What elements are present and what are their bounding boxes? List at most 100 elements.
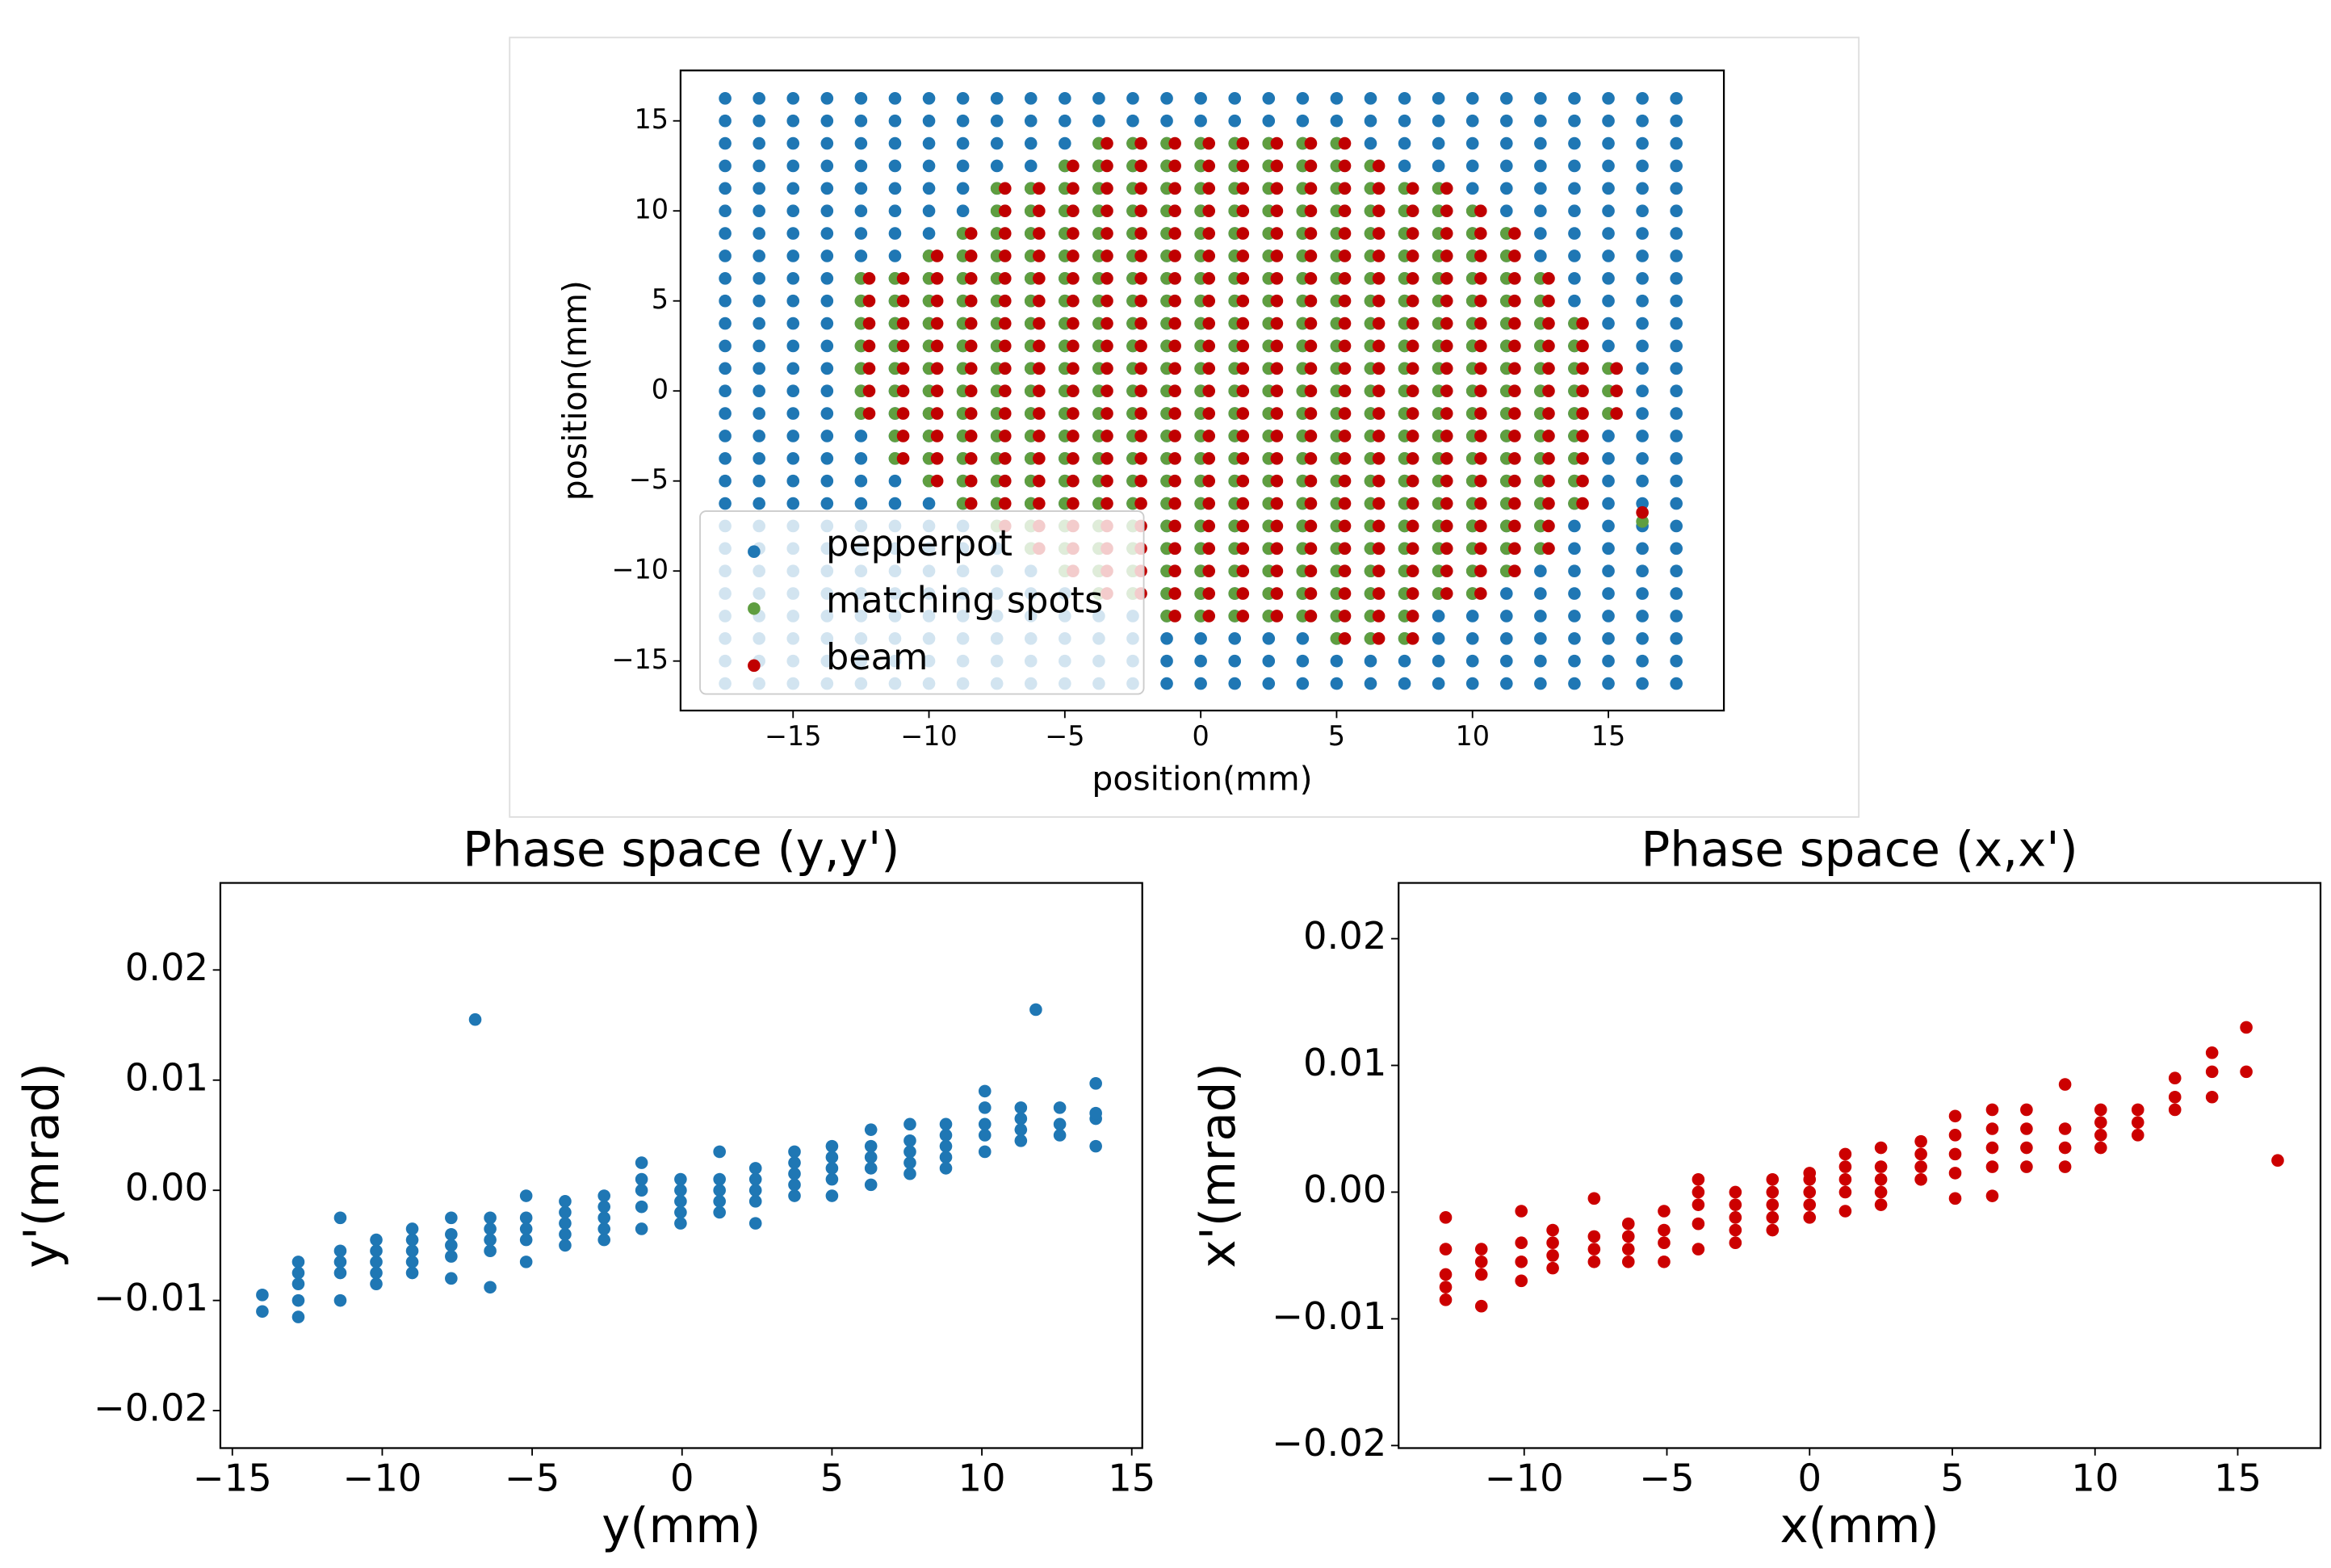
point bbox=[998, 497, 1012, 510]
point bbox=[1568, 677, 1581, 690]
point bbox=[559, 1195, 572, 1208]
point bbox=[820, 430, 834, 442]
point bbox=[1670, 204, 1683, 217]
point bbox=[1766, 1172, 1780, 1186]
point bbox=[1270, 452, 1284, 465]
point bbox=[1134, 182, 1147, 195]
point bbox=[1168, 430, 1181, 442]
point bbox=[896, 362, 910, 375]
point bbox=[713, 1172, 726, 1186]
point bbox=[719, 92, 732, 105]
point bbox=[1587, 1192, 1601, 1205]
point bbox=[719, 182, 732, 195]
point bbox=[888, 227, 902, 240]
point bbox=[1304, 430, 1318, 442]
point bbox=[1101, 497, 1113, 510]
point bbox=[1372, 452, 1386, 465]
x-axis-label: position(mm) bbox=[1092, 759, 1312, 798]
point bbox=[854, 474, 868, 488]
point bbox=[786, 182, 800, 195]
point bbox=[1610, 407, 1623, 420]
point bbox=[1228, 92, 1242, 105]
point bbox=[753, 114, 765, 128]
point bbox=[1602, 430, 1615, 442]
point bbox=[1372, 587, 1386, 600]
point bbox=[1194, 677, 1207, 690]
point bbox=[862, 407, 876, 420]
point bbox=[896, 452, 910, 465]
point bbox=[405, 1233, 419, 1247]
point bbox=[1474, 542, 1487, 556]
point bbox=[1474, 384, 1487, 397]
point bbox=[1587, 1255, 1601, 1268]
point bbox=[1874, 1185, 1888, 1199]
point bbox=[1236, 159, 1250, 173]
point bbox=[1692, 1172, 1705, 1186]
point bbox=[1296, 92, 1310, 105]
y-tick-label: −0.01 bbox=[1272, 1294, 1386, 1338]
plot-frame bbox=[1398, 882, 2322, 1449]
point bbox=[862, 317, 876, 330]
x-tick-label: −10 bbox=[900, 720, 958, 752]
point bbox=[1692, 1185, 1705, 1199]
x-tick-label: −5 bbox=[1045, 720, 1084, 752]
point bbox=[1406, 519, 1419, 533]
point bbox=[1101, 227, 1113, 240]
point bbox=[990, 136, 1004, 150]
point bbox=[1568, 542, 1581, 556]
point bbox=[1440, 249, 1453, 262]
point bbox=[1160, 654, 1173, 668]
point bbox=[1270, 362, 1284, 375]
point bbox=[1576, 317, 1589, 330]
point bbox=[1670, 430, 1683, 442]
point bbox=[1270, 136, 1284, 150]
point bbox=[1236, 339, 1250, 353]
point bbox=[922, 136, 936, 150]
point bbox=[1330, 114, 1344, 128]
point bbox=[862, 339, 876, 353]
point bbox=[1440, 384, 1453, 397]
point bbox=[753, 227, 765, 240]
point bbox=[820, 114, 834, 128]
point bbox=[1270, 339, 1284, 353]
point bbox=[370, 1277, 383, 1290]
point bbox=[1508, 249, 1521, 262]
point bbox=[1067, 294, 1080, 308]
point bbox=[888, 159, 902, 173]
point bbox=[888, 136, 902, 150]
point bbox=[1202, 542, 1216, 556]
point bbox=[291, 1310, 305, 1323]
point bbox=[1670, 452, 1683, 465]
point bbox=[1602, 272, 1615, 285]
point bbox=[1542, 317, 1555, 330]
point bbox=[820, 362, 834, 375]
point bbox=[1262, 677, 1276, 690]
point bbox=[1465, 159, 1479, 173]
point bbox=[1330, 677, 1344, 690]
point bbox=[2094, 1116, 2107, 1129]
y-axis-label: position(mm) bbox=[555, 280, 594, 501]
point bbox=[1168, 407, 1181, 420]
point bbox=[1636, 515, 1649, 528]
point bbox=[1338, 474, 1352, 488]
point bbox=[1515, 1205, 1528, 1218]
point bbox=[1236, 452, 1250, 465]
point bbox=[1508, 272, 1521, 285]
point bbox=[1236, 519, 1250, 533]
point bbox=[753, 159, 765, 173]
point bbox=[1474, 474, 1487, 488]
point bbox=[1803, 1167, 1817, 1180]
point bbox=[1168, 564, 1181, 577]
legend-label: beam bbox=[826, 636, 928, 678]
point bbox=[291, 1293, 305, 1307]
point bbox=[1372, 272, 1386, 285]
point bbox=[1168, 249, 1181, 262]
point bbox=[1304, 474, 1318, 488]
point bbox=[1067, 384, 1080, 397]
point bbox=[854, 182, 868, 195]
point bbox=[1033, 430, 1046, 442]
point bbox=[1534, 136, 1547, 150]
point bbox=[635, 1200, 648, 1214]
point bbox=[1067, 159, 1080, 173]
point bbox=[291, 1277, 305, 1290]
